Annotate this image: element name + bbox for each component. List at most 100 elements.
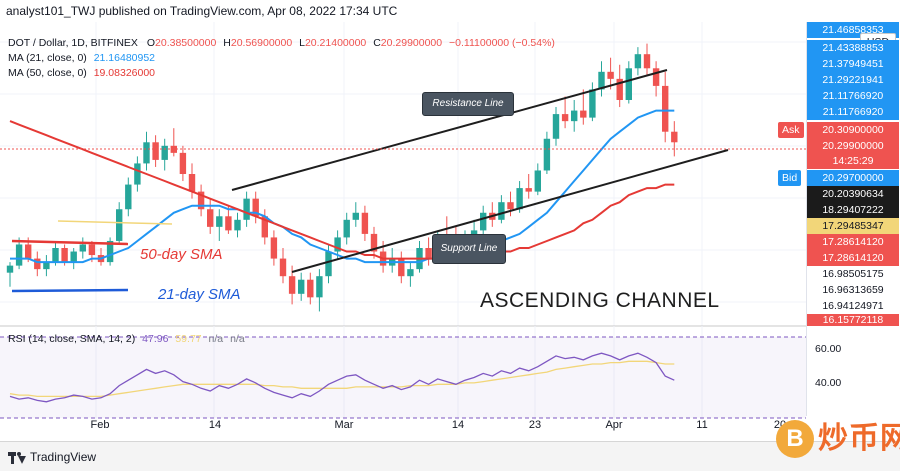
candle-body (625, 68, 632, 100)
rsi-sma-legacy-line (57, 220, 173, 225)
price-label: 17.28614120 (807, 234, 899, 250)
candle-body (70, 251, 77, 263)
legend-symbol: DOT / Dollar, 1D, BITFINEX (8, 37, 138, 49)
legend-ma21-stroke (11, 288, 129, 293)
candle-body (325, 251, 332, 277)
main-pane-grid (0, 22, 806, 326)
ask-tag: Ask (778, 122, 804, 138)
sma21-annotation: 21-day SMA (158, 286, 241, 303)
candle-body (225, 216, 232, 231)
candle-body (543, 138, 551, 171)
sma50-annotation: 50-day SMA (140, 246, 223, 263)
candle-body (652, 68, 660, 86)
price-label: 21.11766920 (807, 104, 899, 120)
legend-rsi-label: RSI (14, close, SMA, 14, 2) (8, 333, 136, 345)
candle-body (106, 240, 114, 263)
footer-bar: TradingView (0, 441, 900, 471)
chart-canvas[interactable]: Feb 14 Mar 14 23 Apr 11 20 (0, 22, 806, 441)
time-axis-label: Apr (605, 419, 622, 431)
site-watermark: B 炒币网 (776, 414, 900, 464)
time-axis-label: 11 (696, 419, 707, 431)
price-label: 21.37949451 (807, 56, 899, 72)
candle-body (516, 188, 523, 210)
candle-body (288, 276, 296, 294)
candle-body (507, 202, 514, 210)
countdown-label: 14:25:29 (807, 153, 899, 169)
candle-body (361, 212, 369, 234)
tradingview-brand: TradingView (30, 450, 97, 464)
candle-body (407, 269, 414, 277)
tradingview-icon (8, 451, 26, 464)
time-axis: Feb 14 Mar 14 23 Apr 11 20 (91, 419, 787, 431)
candle-body (634, 54, 642, 69)
candle-body (188, 174, 196, 192)
rsi-axis[interactable]: 60.00 40.00 (806, 326, 900, 416)
legend-rsi-na2: n/a (230, 333, 245, 345)
time-axis-label: 14 (209, 419, 221, 431)
candle-body (161, 145, 168, 160)
watermark-text: 炒币网 (818, 422, 900, 455)
legend-ma50-row[interactable]: MA (50, close, 0) 19.08326000 (8, 66, 155, 80)
candle-body (534, 170, 541, 192)
price-label: 16.96313659 (807, 282, 899, 298)
candle-body (470, 230, 478, 238)
candle-body (79, 244, 86, 252)
candle-body (571, 110, 578, 122)
candle-body (6, 265, 14, 273)
candle-body (134, 163, 141, 185)
price-label: 20.20390634 (807, 186, 899, 202)
candle-body (552, 114, 560, 139)
time-axis-label: 14 (452, 419, 464, 431)
rsi-line (9, 352, 675, 403)
candle-body (343, 219, 350, 238)
candle-body (607, 71, 614, 79)
candle-body (580, 110, 587, 118)
ask-value-label: 20.30900000 (807, 122, 899, 138)
candle-body (370, 233, 378, 252)
candle-body (43, 262, 50, 270)
candle-body (179, 152, 187, 174)
tradingview-logo[interactable]: TradingView (8, 448, 96, 466)
candle-body (52, 248, 59, 263)
legend-ma21-label: MA (21, close, 0) (8, 52, 87, 64)
candle-body (25, 244, 32, 259)
candle-body (643, 54, 651, 69)
price-label: 18.29407222 (807, 202, 899, 218)
ma21-line (10, 109, 675, 264)
candle-body (662, 85, 669, 132)
rsi-axis-label: 60.00 (815, 343, 842, 355)
candle-body (207, 209, 214, 227)
rsi-pane-grid (95, 326, 703, 420)
candle-body (15, 244, 23, 266)
candle-body (589, 89, 596, 118)
candle-body (270, 237, 278, 259)
candle-body (234, 219, 241, 231)
legend-change: −0.11100000 (−0.54%) (449, 37, 555, 49)
candle-body (671, 131, 678, 143)
legend-rsi-row[interactable]: RSI (14, close, SMA, 14, 2) 47.96 59.77 … (8, 332, 245, 346)
price-label: 17.28614120 (807, 250, 899, 266)
support-trendline (291, 149, 729, 273)
candle-body (143, 142, 150, 164)
legend-high-label: H (223, 37, 231, 49)
legend-ma50-value: 19.08326000 (93, 67, 156, 79)
published-header: analyst101_TWJ published on TradingView.… (6, 4, 398, 18)
candle-body (116, 209, 123, 241)
candle-body (125, 184, 132, 210)
time-axis-label: Feb (91, 419, 110, 431)
candle-body (316, 276, 323, 298)
legend-open: 20.38500000 (155, 37, 217, 49)
legend-low-label: L (299, 37, 305, 49)
candle-body (279, 258, 287, 277)
legend-ma21-row[interactable]: MA (21, close, 0) 21.16480952 (8, 51, 155, 65)
legend-rsi-sma: 59.77 (175, 333, 202, 345)
channel-annotation: ASCENDING CHANNEL (480, 289, 720, 312)
legend-ma21-value: 21.16480952 (93, 52, 156, 64)
bid-value-label: 20.29700000 (807, 170, 899, 186)
rsi-sma-line (9, 360, 675, 398)
candle-body (616, 78, 623, 100)
legend-rsi-value: 47.96 (142, 333, 169, 345)
resistance-line-label: Resistance Line (422, 92, 514, 116)
candle-body (498, 202, 505, 220)
bid-tag: Bid (778, 170, 802, 186)
